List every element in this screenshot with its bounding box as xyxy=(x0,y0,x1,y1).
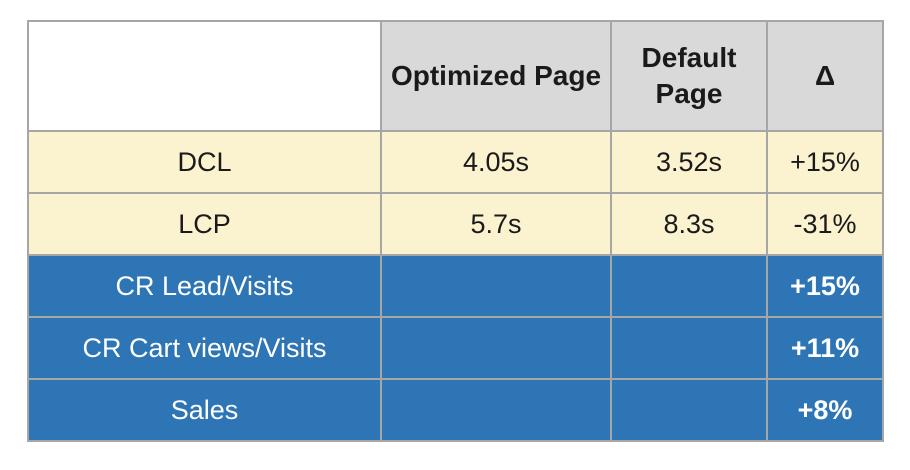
metric-label: DCL xyxy=(27,130,382,194)
header-cell-delta: Δ xyxy=(766,20,884,132)
default-value: 8.3s xyxy=(610,192,768,256)
metric-label: CR Lead/Visits xyxy=(27,254,382,318)
table-row-sales: Sales +8% xyxy=(27,378,884,442)
table-row-lcp: LCP 5.7s 8.3s -31% xyxy=(27,192,884,256)
optimized-value: 4.05s xyxy=(380,130,612,194)
table-header-row: Optimized Page Default Page Δ xyxy=(27,20,884,132)
metric-label: Sales xyxy=(27,378,382,442)
comparison-table: Optimized Page Default Page Δ DCL 4.05s … xyxy=(27,20,884,442)
table-row-dcl: DCL 4.05s 3.52s +15% xyxy=(27,130,884,194)
default-value xyxy=(610,378,768,442)
header-cell-empty xyxy=(27,20,382,132)
default-value xyxy=(610,316,768,380)
delta-value: -31% xyxy=(766,192,884,256)
metric-label: CR Cart views/Visits xyxy=(27,316,382,380)
optimized-value: 5.7s xyxy=(380,192,612,256)
default-value: 3.52s xyxy=(610,130,768,194)
optimized-value xyxy=(380,378,612,442)
optimized-value xyxy=(380,316,612,380)
table-row-cr-cart-views-visits: CR Cart views/Visits +11% xyxy=(27,316,884,380)
header-cell-default-page: Default Page xyxy=(610,20,768,132)
delta-value: +11% xyxy=(766,316,884,380)
delta-value: +8% xyxy=(766,378,884,442)
delta-value: +15% xyxy=(766,130,884,194)
metric-label: LCP xyxy=(27,192,382,256)
optimized-value xyxy=(380,254,612,318)
header-cell-optimized-page: Optimized Page xyxy=(380,20,612,132)
table-row-cr-lead-visits: CR Lead/Visits +15% xyxy=(27,254,884,318)
delta-value: +15% xyxy=(766,254,884,318)
default-value xyxy=(610,254,768,318)
